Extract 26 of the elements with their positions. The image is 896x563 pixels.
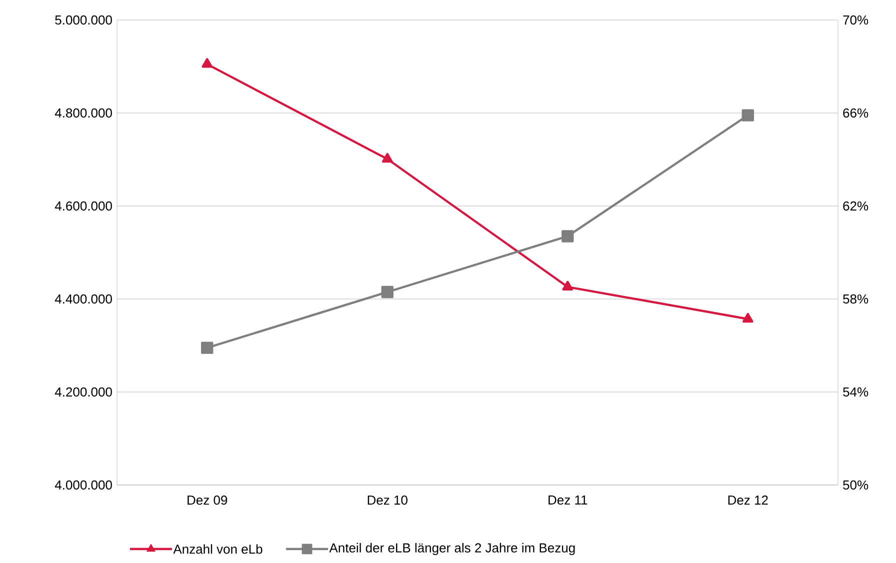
y2-tick-label: 62% (843, 201, 868, 211)
x-tick-label: Dez 11 (548, 496, 588, 505)
point (381, 286, 394, 298)
legend-label: Anteil der eLB länger als 2 Jahre im Bezug (329, 542, 575, 556)
point (202, 58, 213, 68)
y2-tick-label: 70% (843, 15, 868, 25)
y-tick-label: 4.600.000 (54, 201, 112, 211)
legend-label: Anzahl von eLb (173, 544, 262, 554)
x-tick-label: Dez 10 (368, 496, 408, 505)
point (742, 312, 754, 323)
point (562, 280, 574, 291)
x-tick-label: Dez 12 (728, 496, 768, 505)
point (742, 109, 754, 122)
y2-tick-label: 54% (843, 387, 868, 397)
point (562, 230, 574, 242)
point (382, 152, 393, 163)
y-tick-label: 5.000.000 (55, 15, 112, 25)
y2-tick-label: 66% (843, 108, 868, 118)
y2-tick-label: 58% (843, 294, 868, 304)
x-tick-label: Dez 09 (188, 496, 228, 505)
y2-tick-label: 50% (843, 480, 868, 490)
y-tick-label: 4.400.000 (54, 294, 112, 304)
y-tick-label: 4.800.000 (54, 108, 112, 118)
y-tick-label: 4.000.000 (54, 480, 112, 490)
point (201, 342, 214, 354)
y-tick-label: 4.200.000 (54, 387, 112, 397)
